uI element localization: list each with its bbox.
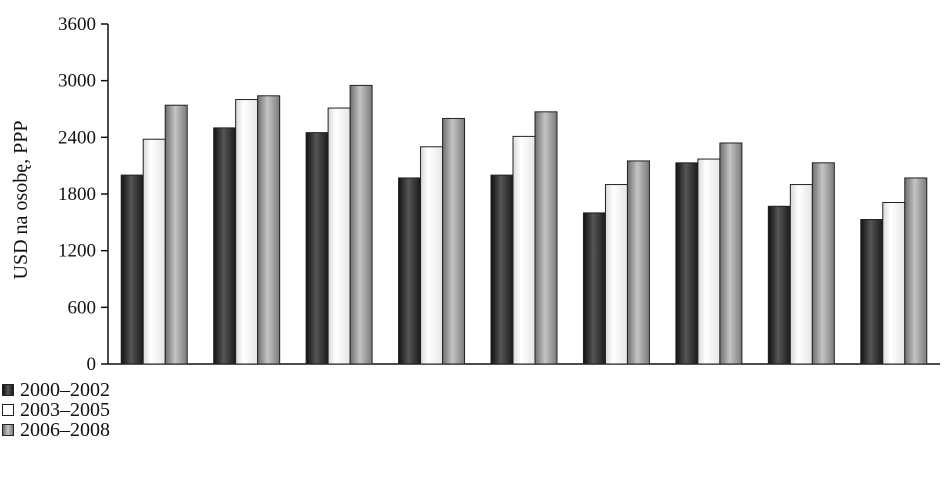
bar-2006-2008 [442, 117, 466, 365]
bar-2003-2005 [512, 135, 536, 365]
y-tick-label: 2400 [58, 127, 96, 148]
bar-2006-2008 [626, 160, 650, 365]
y-tick-label: 3000 [58, 71, 96, 92]
y-axis-title: USD na osobę, PPP [10, 121, 32, 280]
bar-2003-2005 [604, 184, 628, 365]
legend-item-1: 2003–2005 [2, 400, 110, 420]
legend-swatch-dark [2, 384, 14, 396]
legend-label: 2000–2002 [20, 379, 110, 401]
bar-chart: USD na osobę, PPP 0 600 1200 1800 2400 3000 36… [10, 14, 940, 375]
legend-item-0: 2000–2002 [2, 380, 110, 400]
y-tick-label: 1800 [58, 184, 96, 205]
bar-2006-2008 [257, 95, 281, 365]
bar-2000-2002 [582, 212, 606, 365]
bar-2003-2005 [697, 158, 721, 365]
legend-label: 2006–2008 [20, 419, 110, 441]
bar-2000-2002 [120, 174, 144, 365]
y-tick-label: 1200 [58, 241, 96, 262]
y-tick-label: 600 [68, 297, 97, 318]
bar-2000-2002 [490, 174, 514, 365]
y-tick-label: 0 [87, 354, 97, 375]
bar-2006-2008 [811, 162, 835, 365]
bar-2000-2002 [675, 162, 699, 365]
bar-2000-2002 [305, 132, 329, 365]
legend-swatch-gray [2, 424, 14, 436]
bar-2003-2005 [882, 202, 906, 365]
bar-2000-2002 [860, 219, 884, 365]
legend: 2000–2002 2003–2005 2006–2008 [2, 380, 110, 440]
bar-2006-2008 [349, 84, 373, 365]
legend-swatch-white [2, 404, 14, 416]
bar-2000-2002 [213, 127, 237, 365]
bar-2003-2005 [420, 146, 444, 365]
bar-2006-2008 [904, 177, 928, 365]
bars [120, 84, 928, 365]
legend-label: 2003–2005 [20, 399, 110, 421]
bar-2006-2008 [534, 111, 558, 365]
bar-2000-2002 [767, 205, 791, 365]
bar-2003-2005 [142, 138, 166, 365]
bar-2000-2002 [398, 177, 422, 365]
bar-2006-2008 [164, 104, 188, 365]
bar-2003-2005 [235, 99, 259, 365]
legend-item-2: 2006–2008 [2, 420, 110, 440]
bar-2006-2008 [719, 142, 743, 365]
bar-2003-2005 [327, 107, 351, 365]
bar-2003-2005 [789, 184, 813, 365]
y-tick-label: 3600 [58, 14, 96, 35]
